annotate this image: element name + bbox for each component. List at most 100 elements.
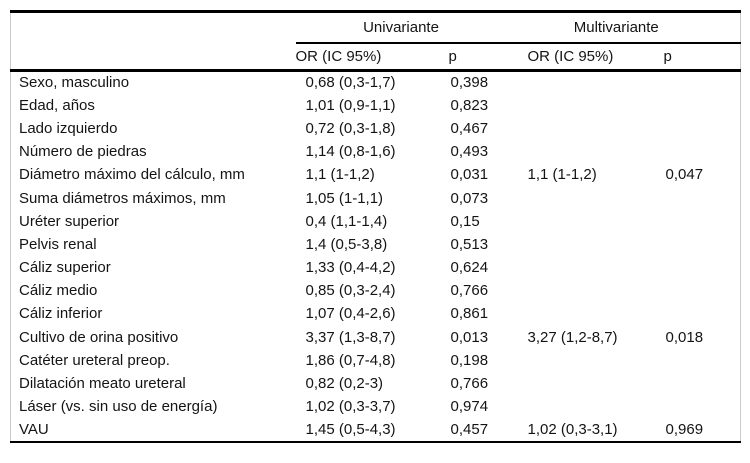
uni-p-cell: 0,823 [450, 96, 489, 114]
table-row: Láser (vs. sin uso de energía) 1,02 (0,3-… [11, 395, 741, 418]
uni-p-cell: 0,457 [450, 420, 489, 438]
uni-or-cell: 0,82 (0,2-3) [305, 375, 384, 393]
uni-or-cell: 1,01 (0,9-1,1) [305, 96, 396, 114]
table-row: Lado izquierdo 0,72 (0,3-1,8) 0,467 [11, 117, 741, 140]
group-header-multivariante: Multivariante [527, 11, 741, 44]
uni-p-cell: 0,861 [450, 305, 489, 323]
uni-p-cell: 0,493 [450, 143, 489, 161]
uni-or-cell: 1,33 (0,4-4,2) [305, 259, 396, 277]
table-row: Pelvis renal 1,4 (0,5-3,8) 0,513 [11, 233, 741, 256]
multi-p-cell [664, 256, 741, 279]
multi-or-cell [528, 140, 664, 163]
uni-p-cell: 0,398 [450, 74, 489, 92]
table-row: Uréter superior 0,4 (1,1-1,4) 0,15 [11, 210, 741, 233]
multi-or-column-header: OR (IC 95%) [527, 42, 664, 72]
uni-or-cell: 0,72 (0,3-1,8) [305, 119, 396, 137]
table-row: Cultivo de orina positivo 3,37 (1,3-8,7) 0… [11, 326, 741, 349]
multi-or-cell: 3,27 (1,2-8,7) [527, 328, 618, 346]
uni-or-cell: 0,4 (1,1-1,4) [305, 212, 388, 230]
uni-or-cell: 1,05 (1-1,1) [305, 189, 384, 207]
uni-p-cell: 0,013 [450, 328, 489, 346]
multi-p-cell [664, 117, 741, 140]
uni-p-cell: 0,974 [450, 398, 489, 416]
uni-or-cell: 1,02 (0,3-3,7) [305, 398, 396, 416]
table-row: Número de piedras 1,14 (0,8-1,6) 0,493 [11, 140, 741, 163]
multi-p-cell [664, 395, 741, 418]
table-row: Catéter ureteral preop. 1,86 (0,7-4,8) 0,1… [11, 349, 741, 372]
row-label: Láser (vs. sin uso de energía) [19, 398, 218, 416]
multi-or-cell [528, 233, 664, 256]
uni-or-cell: 1,14 (0,8-1,6) [305, 143, 396, 161]
table-row: Cáliz medio 0,85 (0,3-2,4) 0,766 [11, 279, 741, 302]
multi-p-cell [664, 372, 741, 395]
uni-or-cell: 1,45 (0,5-4,3) [305, 420, 396, 438]
row-label: Cáliz inferior [19, 305, 103, 323]
multi-or-cell [528, 117, 664, 140]
row-label: Lado izquierdo [19, 119, 118, 137]
multi-or-cell [528, 302, 664, 325]
multi-p-cell [664, 349, 741, 372]
multi-or-cell [528, 372, 664, 395]
multi-or-cell [528, 94, 664, 117]
table-row: Edad, años 1,01 (0,9-1,1) 0,823 [11, 94, 741, 117]
column-header-row: OR (IC 95%) p OR (IC 95%) p [10, 42, 741, 72]
row-label: Cultivo de orina positivo [19, 328, 179, 346]
table-row: Dilatación meato ureteral 0,82 (0,2-3) 0,7… [11, 372, 741, 395]
multi-p-cell [664, 302, 741, 325]
uni-or-column-header: OR (IC 95%) [295, 42, 449, 72]
uni-p-column-header: p [448, 42, 528, 72]
uni-or-cell: 1,07 (0,4-2,6) [305, 305, 396, 323]
table-row: VAU 1,45 (0,5-4,3) 0,457 1,02 (0,3-3,1) 0,96… [11, 418, 741, 441]
multi-p-cell [664, 140, 741, 163]
multi-p-cell: 0,969 [665, 420, 704, 438]
multi-p-cell [664, 71, 741, 94]
table-row: Cáliz superior 1,33 (0,4-4,2) 0,624 [11, 256, 741, 279]
multi-or-cell [528, 256, 664, 279]
row-label: Diámetro máximo del cálculo, mm [19, 166, 245, 184]
row-label: Uréter superior [19, 212, 120, 230]
row-label: Dilatación meato ureteral [19, 375, 186, 393]
row-label: Cáliz superior [19, 259, 111, 277]
multi-p-cell: 0,047 [665, 166, 704, 184]
uni-p-cell: 0,031 [450, 166, 489, 184]
uni-p-cell: 0,624 [450, 259, 489, 277]
uni-p-cell: 0,15 [450, 212, 480, 230]
row-label: Catéter ureteral preop. [19, 351, 170, 369]
multi-p-cell [664, 186, 741, 209]
row-label: Pelvis renal [19, 235, 97, 253]
group-header-univariante: Univariante [295, 11, 528, 44]
label-column-header [10, 42, 296, 72]
table-header: Univariante Multivariante OR (IC 95%) p … [10, 11, 741, 72]
results-table-container: Univariante Multivariante OR (IC 95%) p … [10, 10, 742, 443]
multi-or-cell: 1,1 (1-1,2) [527, 166, 597, 184]
row-label: Suma diámetros máximos, mm [19, 189, 226, 207]
uni-p-cell: 0,766 [450, 375, 489, 393]
uni-p-cell: 0,198 [450, 351, 489, 369]
uni-p-cell: 0,467 [450, 119, 489, 137]
multi-p-cell [664, 279, 741, 302]
multi-p-cell [664, 94, 741, 117]
uni-p-cell: 0,513 [450, 235, 489, 253]
row-label: Cáliz medio [19, 282, 98, 300]
uni-or-cell: 1,4 (0,5-3,8) [305, 235, 388, 253]
multi-or-cell: 1,02 (0,3-3,1) [527, 420, 618, 438]
multi-p-cell [664, 210, 741, 233]
multi-or-cell [528, 210, 664, 233]
uni-or-cell: 1,86 (0,7-4,8) [305, 351, 396, 369]
multi-or-cell [528, 395, 664, 418]
row-label: Edad, años [19, 96, 95, 114]
group-header-row: Univariante Multivariante [11, 11, 741, 44]
table-body: Sexo, masculino 0,68 (0,3-1,7) 0,398 Edad, … [11, 71, 741, 442]
multi-p-column-header: p [663, 42, 741, 72]
row-label: Número de piedras [19, 143, 147, 161]
multi-or-cell [528, 71, 664, 94]
row-label: Sexo, masculino [19, 74, 130, 92]
multi-p-cell: 0,018 [665, 328, 704, 346]
row-label: VAU [19, 420, 49, 438]
multi-or-cell [528, 279, 664, 302]
multi-or-cell [528, 349, 664, 372]
multi-or-cell [528, 186, 664, 209]
uni-or-cell: 1,1 (1-1,2) [305, 166, 375, 184]
table-row: Sexo, masculino 0,68 (0,3-1,7) 0,398 [11, 71, 741, 94]
uni-p-cell: 0,073 [450, 189, 489, 207]
